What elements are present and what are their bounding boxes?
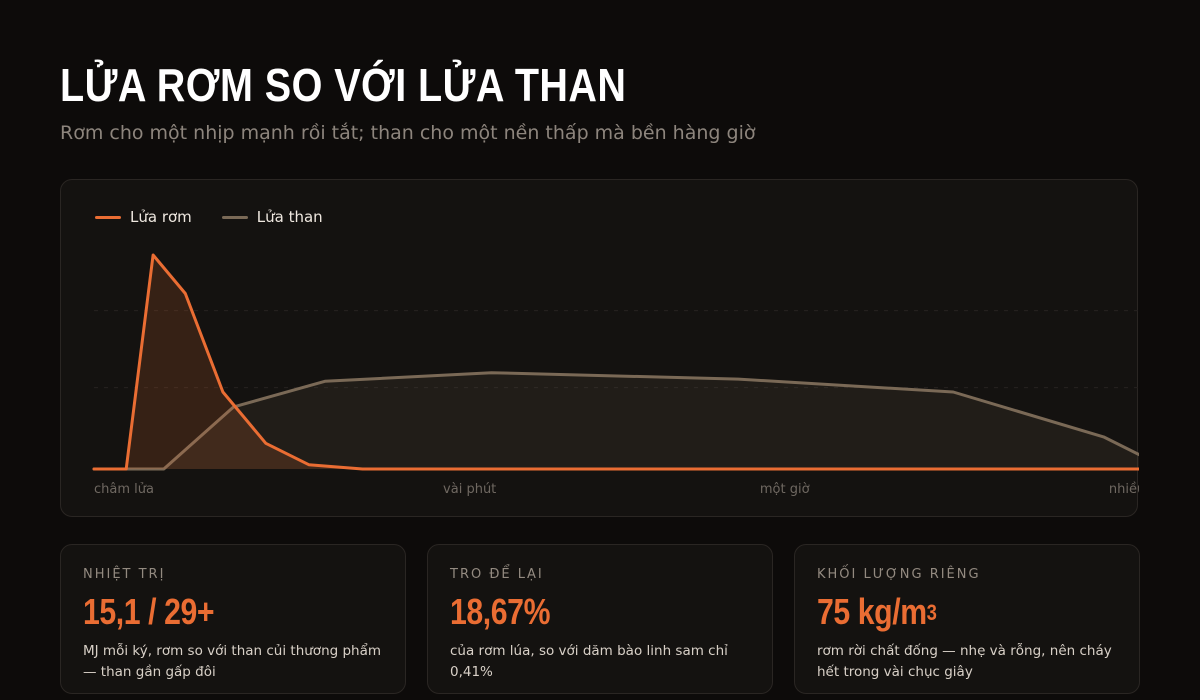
series-line-charcoal: [92, 371, 1139, 471]
stat-desc-heating-value: MJ mỗi ký, rơm so với than củi thương ph…: [83, 643, 382, 680]
series-line-straw: [92, 253, 1139, 471]
stat-label-heating-value: NHIỆT TRỊ: [83, 567, 166, 582]
legend-label-charcoal: Lửa than: [256, 208, 323, 226]
chart-card: Lửa rơm Lửa than châm lửa vài phút một giờ…: [60, 179, 1139, 517]
stat-value-text: 75 kg/m: [817, 591, 927, 632]
stat-value-text: 15,1 / 29+: [83, 591, 215, 632]
stat-desc-ash: của rơm lúa, so với dăm bào linh sam chỉ…: [450, 643, 728, 680]
legend-item-straw: Lửa rơm: [95, 208, 192, 226]
stat-card-density: KHỐI LƯỢNG RIÊNG 75 kg/m3 rơm rời chất đ…: [794, 544, 1140, 694]
legend-swatch-charcoal: [221, 215, 248, 219]
stat-value-sup: 3: [926, 600, 937, 625]
stat-value-heating-value: 15,1 / 29+: [83, 592, 335, 637]
series-area-charcoal: [94, 372, 1139, 469]
stat-label-density: KHỐI LƯỢNG RIÊNG: [817, 567, 981, 582]
stat-value-density: 75 kg/m3: [817, 592, 1069, 637]
chart-legend: Lửa rơm Lửa than: [95, 208, 323, 226]
legend-swatch-straw: [95, 215, 121, 219]
stat-card-ash: TRO ĐỂ LẠI 18,67% của rơm lúa, so với dă…: [427, 544, 773, 694]
x-tick-label: châm lửa: [94, 482, 154, 497]
x-tick-label: vài phút: [443, 482, 496, 497]
chart-title: LỬA RƠM SO VỚI LỬA THAN: [60, 59, 627, 111]
x-tick-label: nhiều giờ: [1109, 482, 1139, 497]
chart-subtitle: Rơm cho một nhịp mạnh rồi tắt; than cho …: [60, 122, 756, 144]
stat-value-ash: 18,67%: [450, 592, 702, 637]
stat-cards: NHIỆT TRỊ 15,1 / 29+ MJ mỗi ký, rơm so v…: [60, 544, 1140, 694]
stat-value-text: 18,67%: [450, 591, 551, 632]
stat-desc-density: rơm rời chất đống — nhẹ và rỗng, nên chá…: [817, 643, 1112, 680]
legend-item-charcoal: Lửa than: [221, 208, 323, 226]
chart-plot: châm lửa vài phút một giờ nhiều giờ: [92, 253, 1139, 497]
series-area-straw: [94, 255, 1139, 469]
stat-card-heating-value: NHIỆT TRỊ 15,1 / 29+ MJ mỗi ký, rơm so v…: [60, 544, 406, 694]
legend-label-straw: Lửa rơm: [130, 208, 192, 226]
x-tick-label: một giờ: [760, 482, 810, 497]
stat-label-ash: TRO ĐỂ LẠI: [450, 567, 544, 582]
